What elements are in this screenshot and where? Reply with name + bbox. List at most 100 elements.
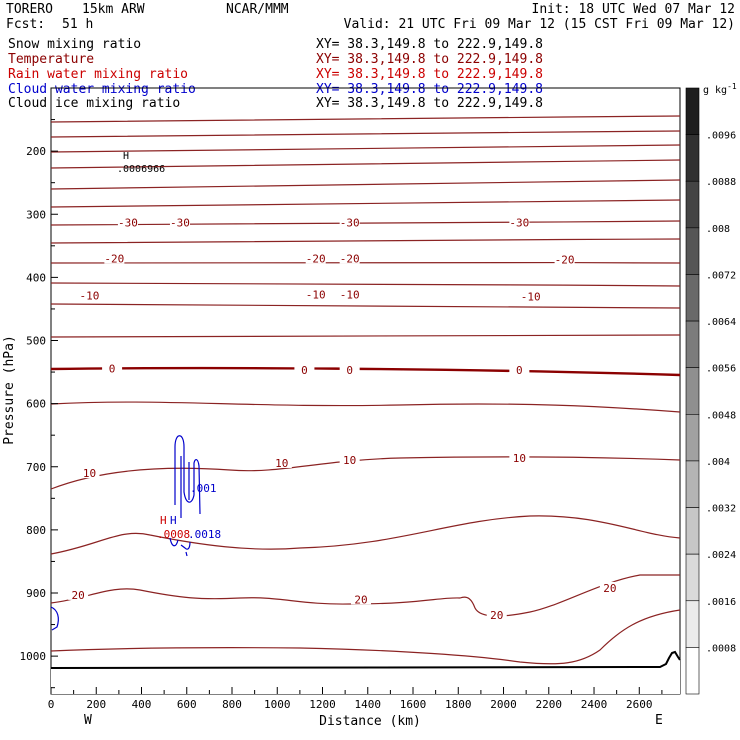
temperature-contour-label: -10 <box>80 290 100 303</box>
temperature-contours <box>50 115 681 665</box>
contour-label-bg <box>79 467 100 479</box>
temperature-contour-label: -20 <box>555 254 575 267</box>
rain-maximum: H .0008 <box>157 514 190 541</box>
colorbar-box <box>685 134 700 182</box>
forecast-hours: 51 h <box>62 17 93 32</box>
temperature-contour-label: 20 <box>72 589 85 602</box>
colorbar-label: .0064 <box>706 317 736 328</box>
temperature-contour-label: -10 <box>306 288 326 301</box>
colorbar-label: .0048 <box>706 410 736 421</box>
rain-max-h: H <box>160 514 167 527</box>
temperature-isotherm <box>50 515 681 555</box>
colorbar: .0096 .0088 .008 .0072 .0064 .0056 .0048 .004 .0… <box>685 87 736 695</box>
colorbar-box <box>685 647 700 695</box>
model-config: 15km ARW <box>82 2 145 17</box>
east-label: E <box>655 713 663 728</box>
snow-max-value: .0006966 <box>117 164 165 175</box>
x-tick-label: 800 <box>222 698 242 711</box>
cloud-water-contour-label: .001 <box>190 482 217 495</box>
y-tick-label: 600 <box>26 398 46 411</box>
colorbar-box <box>685 460 700 508</box>
x-tick-label: 600 <box>177 698 197 711</box>
y-tick-label: 300 <box>26 208 46 221</box>
colorbar-box <box>685 553 700 602</box>
contour-label-bg <box>350 593 371 605</box>
temperature-contour-label: -20 <box>104 252 124 265</box>
y-axis-title: Pressure (hPa) <box>2 335 17 445</box>
colorbar-box <box>685 274 700 322</box>
center-name: NCAR/MMM <box>226 2 289 17</box>
contour-label-bg <box>339 252 360 264</box>
temperature-isotherm <box>50 238 681 244</box>
contour-label-bg <box>509 216 530 228</box>
temperature-contour-label: 0 <box>346 364 353 377</box>
x-tick-label: 1800 <box>445 698 472 711</box>
field-xy-temperature: XY= 38.3,149.8 to 222.9,149.8 <box>316 52 543 67</box>
temperature-isotherm <box>50 282 681 287</box>
field-name-rain: Rain water mixing ratio <box>8 67 188 82</box>
temperature-contour-label: 10 <box>343 454 356 467</box>
temperature-contour-label: 0 <box>516 364 523 377</box>
rain-max-value: .0008 <box>157 528 190 541</box>
x-tick-label: 1000 <box>264 698 291 711</box>
contour-label-bg <box>271 456 292 468</box>
contour-label-bg <box>79 289 100 301</box>
contour-label-bg <box>102 362 123 374</box>
colorbar-label: .0008 <box>706 643 736 654</box>
colorbar-box <box>685 367 700 415</box>
temperature-contour-label: 0 <box>301 364 308 377</box>
temperature-contour-label: 20 <box>490 609 503 622</box>
contour-label-bg <box>339 453 360 465</box>
y-tick-label: 800 <box>26 524 46 537</box>
temperature-contour-label: -10 <box>340 288 360 301</box>
field-xy-snow: XY= 38.3,149.8 to 222.9,149.8 <box>316 37 543 52</box>
terrain-surface <box>51 652 680 694</box>
colorbar-label: .0056 <box>706 364 736 375</box>
snow-max-h: H <box>123 151 129 162</box>
temperature-isotherm <box>50 220 681 226</box>
contour-label-bg <box>305 252 326 264</box>
temperature-isotherm <box>50 179 681 190</box>
x-tick-label: 0 <box>48 698 55 711</box>
contour-label-bg <box>509 451 530 463</box>
y-tick-label: 200 <box>26 145 46 158</box>
temperature-contour-label: 20 <box>354 593 367 606</box>
contour-label-bg <box>104 252 125 264</box>
colorbar-label: .0016 <box>706 597 736 608</box>
cloud-water-contour-inner <box>180 456 190 518</box>
contour-label-bg <box>520 290 541 302</box>
temperature-contour-labels: -30 -30 -30 -30 -20 -20 -20 -20 -10 -10 -10 -10 0 0 0 0… <box>68 216 620 622</box>
cloud-max-h: H <box>170 514 177 527</box>
contour-label-bg <box>554 253 575 265</box>
colorbar-box <box>685 180 700 229</box>
y-tick-label: 1000 <box>20 650 47 663</box>
colorbar-box <box>685 600 700 648</box>
cloud-water-contours <box>50 435 201 631</box>
field-name-temperature: Temperature <box>8 52 94 67</box>
y-tick-label: 500 <box>26 335 46 348</box>
colorbar-box <box>685 507 700 555</box>
colorbar-box <box>685 87 700 135</box>
x-tick-label: 2200 <box>536 698 563 711</box>
temperature-contour-label: 0 <box>109 362 116 375</box>
contour-label-bg <box>294 364 315 376</box>
forecast-label: Fcst: <box>6 17 45 32</box>
temperature-contour-label: -20 <box>340 252 360 265</box>
contour-label-bg <box>486 609 507 621</box>
field-xy-cloud-ice: XY= 38.3,149.8 to 222.9,149.8 <box>316 96 543 111</box>
contour-label-bg <box>68 588 89 600</box>
colorbar-label: .0088 <box>706 177 736 188</box>
contour-label-bg <box>169 216 190 228</box>
temperature-contour-label: -30 <box>509 216 529 229</box>
temperature-isotherm <box>50 334 681 338</box>
temperature-isotherm <box>50 574 680 617</box>
field-xy-rain: XY= 38.3,149.8 to 222.9,149.8 <box>316 67 543 82</box>
field-name-cloud-ice: Cloud ice mixing ratio <box>8 96 180 111</box>
temperature-isotherm <box>50 609 681 665</box>
temperature-isotherm <box>50 115 681 123</box>
temperature-contour-label: -30 <box>118 216 138 229</box>
field-name-cloud-water: Cloud water mixing ratio <box>8 82 196 97</box>
colorbar-label: .004 <box>706 457 730 468</box>
x-tick-label: 2400 <box>581 698 608 711</box>
